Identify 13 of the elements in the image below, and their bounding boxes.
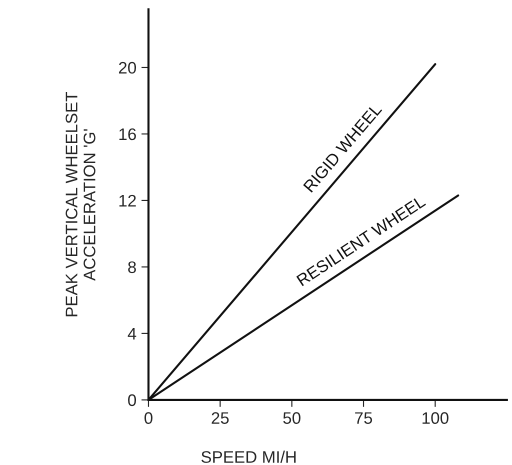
x-tick-label: 50 bbox=[283, 412, 300, 424]
y-tick-label: 0 bbox=[128, 394, 136, 406]
x-tick-label: 75 bbox=[355, 412, 372, 424]
y-tick-label: 20 bbox=[118, 62, 136, 74]
y-tick-label: 16 bbox=[119, 128, 136, 140]
x-tick-label: 25 bbox=[212, 412, 229, 424]
x-tick-label: 100 bbox=[422, 412, 448, 424]
y-tick-label: 8 bbox=[128, 261, 136, 274]
y-tick-label: 4 bbox=[128, 328, 136, 340]
y-tick-label: 12 bbox=[119, 194, 136, 206]
x-axis-title: SPEED MI/H bbox=[201, 450, 296, 463]
y-axis-title: PEAK VERTICAL WHEELSET ACCELERATION 'G' bbox=[66, 92, 96, 316]
x-tick-label: 0 bbox=[144, 412, 152, 424]
